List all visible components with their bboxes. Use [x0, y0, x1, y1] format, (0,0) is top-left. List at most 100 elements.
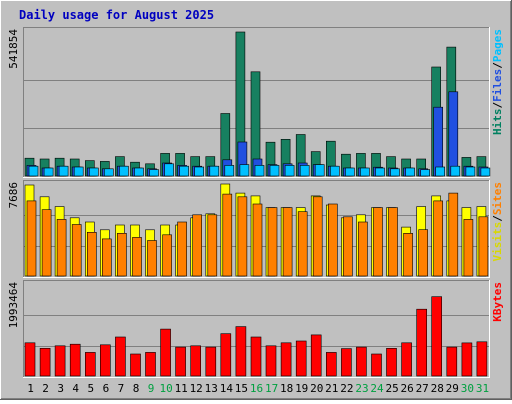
- bar-kbytes-day-28: [431, 296, 443, 377]
- x-tick-label-15: 15: [235, 382, 248, 395]
- legend-entry-pages: Pages: [491, 29, 504, 62]
- bar-kbytes-day-26: [401, 342, 412, 377]
- bar-files-day-29: [448, 91, 459, 177]
- x-tick-label-21: 21: [325, 382, 338, 395]
- bar-pages-day-7: [119, 165, 129, 177]
- x-tick-label-12: 12: [190, 382, 203, 395]
- x-tick-label-6: 6: [103, 382, 110, 395]
- series-kbytes: [24, 296, 488, 377]
- x-tick-label-13: 13: [205, 382, 218, 395]
- bar-kbytes-day-2: [39, 347, 51, 377]
- bar-sites-day-13: [207, 214, 218, 277]
- bar-kbytes-day-15: [235, 326, 247, 377]
- x-tick-label-24: 24: [370, 382, 384, 395]
- legend-separator: /: [491, 62, 504, 69]
- bar-sites-day-7: [117, 233, 127, 277]
- x-tick-label-14: 14: [220, 382, 234, 395]
- bar-sites-day-31: [478, 216, 489, 277]
- bar-sites-day-1: [26, 200, 37, 277]
- legend: Visits/Sites: [491, 182, 504, 262]
- bar-pages-day-5: [89, 167, 99, 177]
- panel-hits: 541854 Hits/Files/Pages: [7, 27, 504, 178]
- bar-pages-day-18: [284, 165, 295, 177]
- legend: KBytes: [491, 282, 504, 322]
- series-pages: [28, 163, 491, 177]
- bar-sites-day-11: [177, 221, 187, 277]
- bar-pages-day-24: [375, 167, 385, 177]
- legend-entry-sites: Sites: [491, 182, 504, 215]
- x-tick-label-27: 27: [416, 382, 429, 395]
- x-tick-label-11: 11: [175, 382, 188, 395]
- chart-panels: 541854Hits/Files/Pages7686Visits/Sites19…: [7, 27, 504, 378]
- bar-kbytes-day-9: [145, 352, 156, 377]
- bar-kbytes-day-31: [476, 341, 488, 377]
- y-max-label: 7686: [7, 182, 20, 209]
- x-tick-label-17: 17: [265, 382, 278, 395]
- legend-entry-visits: Visits: [491, 222, 504, 262]
- x-tick-label-5: 5: [87, 382, 94, 395]
- x-tick-label-25: 25: [385, 382, 398, 395]
- bar-pages-day-8: [134, 167, 144, 177]
- bar-pages-day-31: [480, 167, 491, 177]
- bar-kbytes-day-17: [265, 345, 277, 377]
- bar-sites-day-3: [56, 219, 67, 277]
- bar-sites-day-19: [297, 211, 308, 277]
- bar-kbytes-day-7: [115, 336, 126, 377]
- legend-entry-kbytes: KBytes: [491, 282, 504, 322]
- x-tick-label-23: 23: [355, 382, 368, 395]
- bar-pages-day-27: [420, 169, 431, 177]
- bar-sites-day-14: [222, 193, 233, 277]
- y-max-label: 1993464: [7, 282, 20, 329]
- bar-kbytes-day-29: [446, 346, 458, 377]
- bar-pages-day-12: [194, 166, 204, 177]
- bar-pages-day-19: [299, 165, 310, 177]
- bar-sites-day-12: [192, 214, 202, 277]
- bar-pages-day-23: [360, 167, 370, 177]
- bar-pages-day-30: [465, 166, 476, 177]
- bar-pages-day-1: [28, 165, 39, 177]
- bar-sites-day-23: [358, 221, 368, 277]
- bar-pages-day-16: [254, 165, 265, 177]
- y-max-label: 541854: [7, 29, 20, 69]
- bar-kbytes-day-10: [160, 328, 171, 377]
- bar-sites-day-30: [463, 219, 474, 277]
- bar-pages-day-15: [239, 164, 250, 177]
- bar-sites-day-4: [71, 224, 82, 277]
- bar-pages-day-13: [209, 165, 220, 177]
- x-tick-label-20: 20: [310, 382, 323, 395]
- bar-kbytes-day-6: [100, 344, 111, 377]
- bar-kbytes-day-5: [85, 352, 96, 377]
- legend: Hits/Files/Pages: [491, 29, 504, 135]
- series-sites: [26, 192, 489, 277]
- x-tick-label-8: 8: [133, 382, 140, 395]
- panel-kbytes: 1993464 KBytes: [7, 280, 504, 378]
- bar-sites-day-26: [403, 233, 413, 277]
- x-tick-label-9: 9: [148, 382, 155, 395]
- bar-kbytes-day-13: [205, 346, 217, 377]
- bar-pages-day-4: [73, 166, 84, 177]
- x-tick-label-26: 26: [400, 382, 413, 395]
- x-tick-label-31: 31: [476, 382, 489, 395]
- bar-pages-day-14: [224, 165, 235, 177]
- bar-sites-day-6: [102, 238, 112, 277]
- x-axis: 1 2 3 4 5 6 7 8 9 10 11 12 13 14 15 16 17 18 19 20 21 22 23 24 2…: [27, 382, 489, 395]
- chart-title: Daily usage for August 2025: [19, 8, 214, 22]
- x-tick-label-18: 18: [280, 382, 293, 395]
- bar-pages-day-17: [269, 165, 280, 177]
- bar-sites-day-20: [312, 196, 323, 277]
- bar-kbytes-day-23: [356, 346, 367, 377]
- x-tick-label-19: 19: [295, 382, 308, 395]
- bar-sites-day-8: [132, 237, 142, 277]
- legend-entry-files: Files: [491, 69, 504, 102]
- bar-sites-day-15: [237, 196, 248, 277]
- legend-separator: /: [491, 102, 504, 109]
- x-tick-label-7: 7: [118, 382, 125, 395]
- bar-sites-day-28: [433, 200, 444, 277]
- bar-pages-day-9: [149, 169, 159, 177]
- panel-visits: 7686 Visits/Sites: [7, 180, 504, 278]
- bar-kbytes-day-22: [341, 348, 352, 377]
- bar-pages-day-20: [314, 164, 325, 177]
- bar-pages-day-22: [345, 167, 355, 177]
- legend-separator: /: [491, 215, 504, 222]
